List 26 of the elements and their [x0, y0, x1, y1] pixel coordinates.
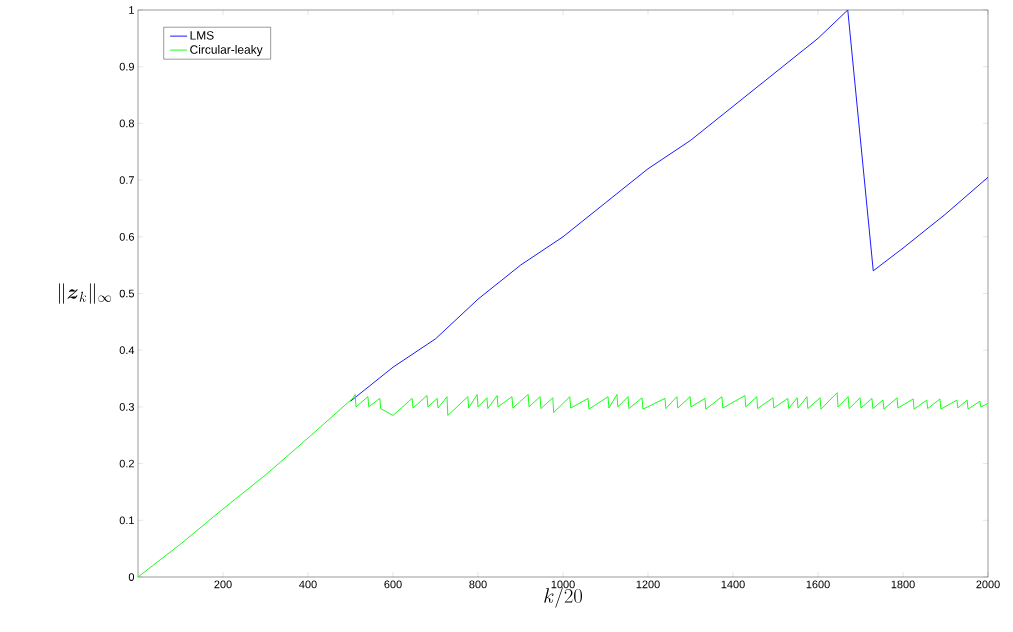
- y-tick-label: 0: [128, 573, 135, 581]
- y-tick-label: 0.6: [119, 232, 134, 241]
- y-tick-label: 0.1: [119, 516, 134, 525]
- x-tick-label: 400: [299, 580, 317, 589]
- x-tick-label: 800: [469, 580, 487, 589]
- y-tick-label: 0.7: [119, 176, 134, 184]
- y-tick-label: 0.8: [119, 119, 134, 128]
- line-series: [138, 392, 989, 577]
- x-axis-title: $k/20$: [544, 587, 582, 608]
- y-tick-label: 0.3: [119, 403, 134, 411]
- legend-label: LMS: [190, 31, 214, 40]
- x-tick-label: 600: [384, 580, 402, 589]
- x-tick-label: 200: [214, 580, 232, 589]
- x-tick-label: 1800: [891, 580, 915, 589]
- y-tick-label: 0.2: [119, 459, 134, 468]
- y-tick-label: 0.5: [119, 289, 135, 298]
- x-tick-label: 1400: [721, 580, 745, 589]
- y-tick-label: 0.4: [119, 346, 135, 355]
- y-axis-title: $\|\boldsymbol{z}_k\|_\infty$: [59, 283, 112, 304]
- legend-label: Circular-leaky: [190, 45, 263, 57]
- x-tick-label: 1000: [551, 580, 575, 589]
- x-tick-label: 1200: [636, 580, 660, 589]
- x-tick-label: 1600: [806, 580, 830, 589]
- y-tick-label: 1: [129, 6, 134, 14]
- x-tick-label: 2000: [976, 580, 1000, 589]
- y-tick-label: 0.9: [119, 62, 134, 71]
